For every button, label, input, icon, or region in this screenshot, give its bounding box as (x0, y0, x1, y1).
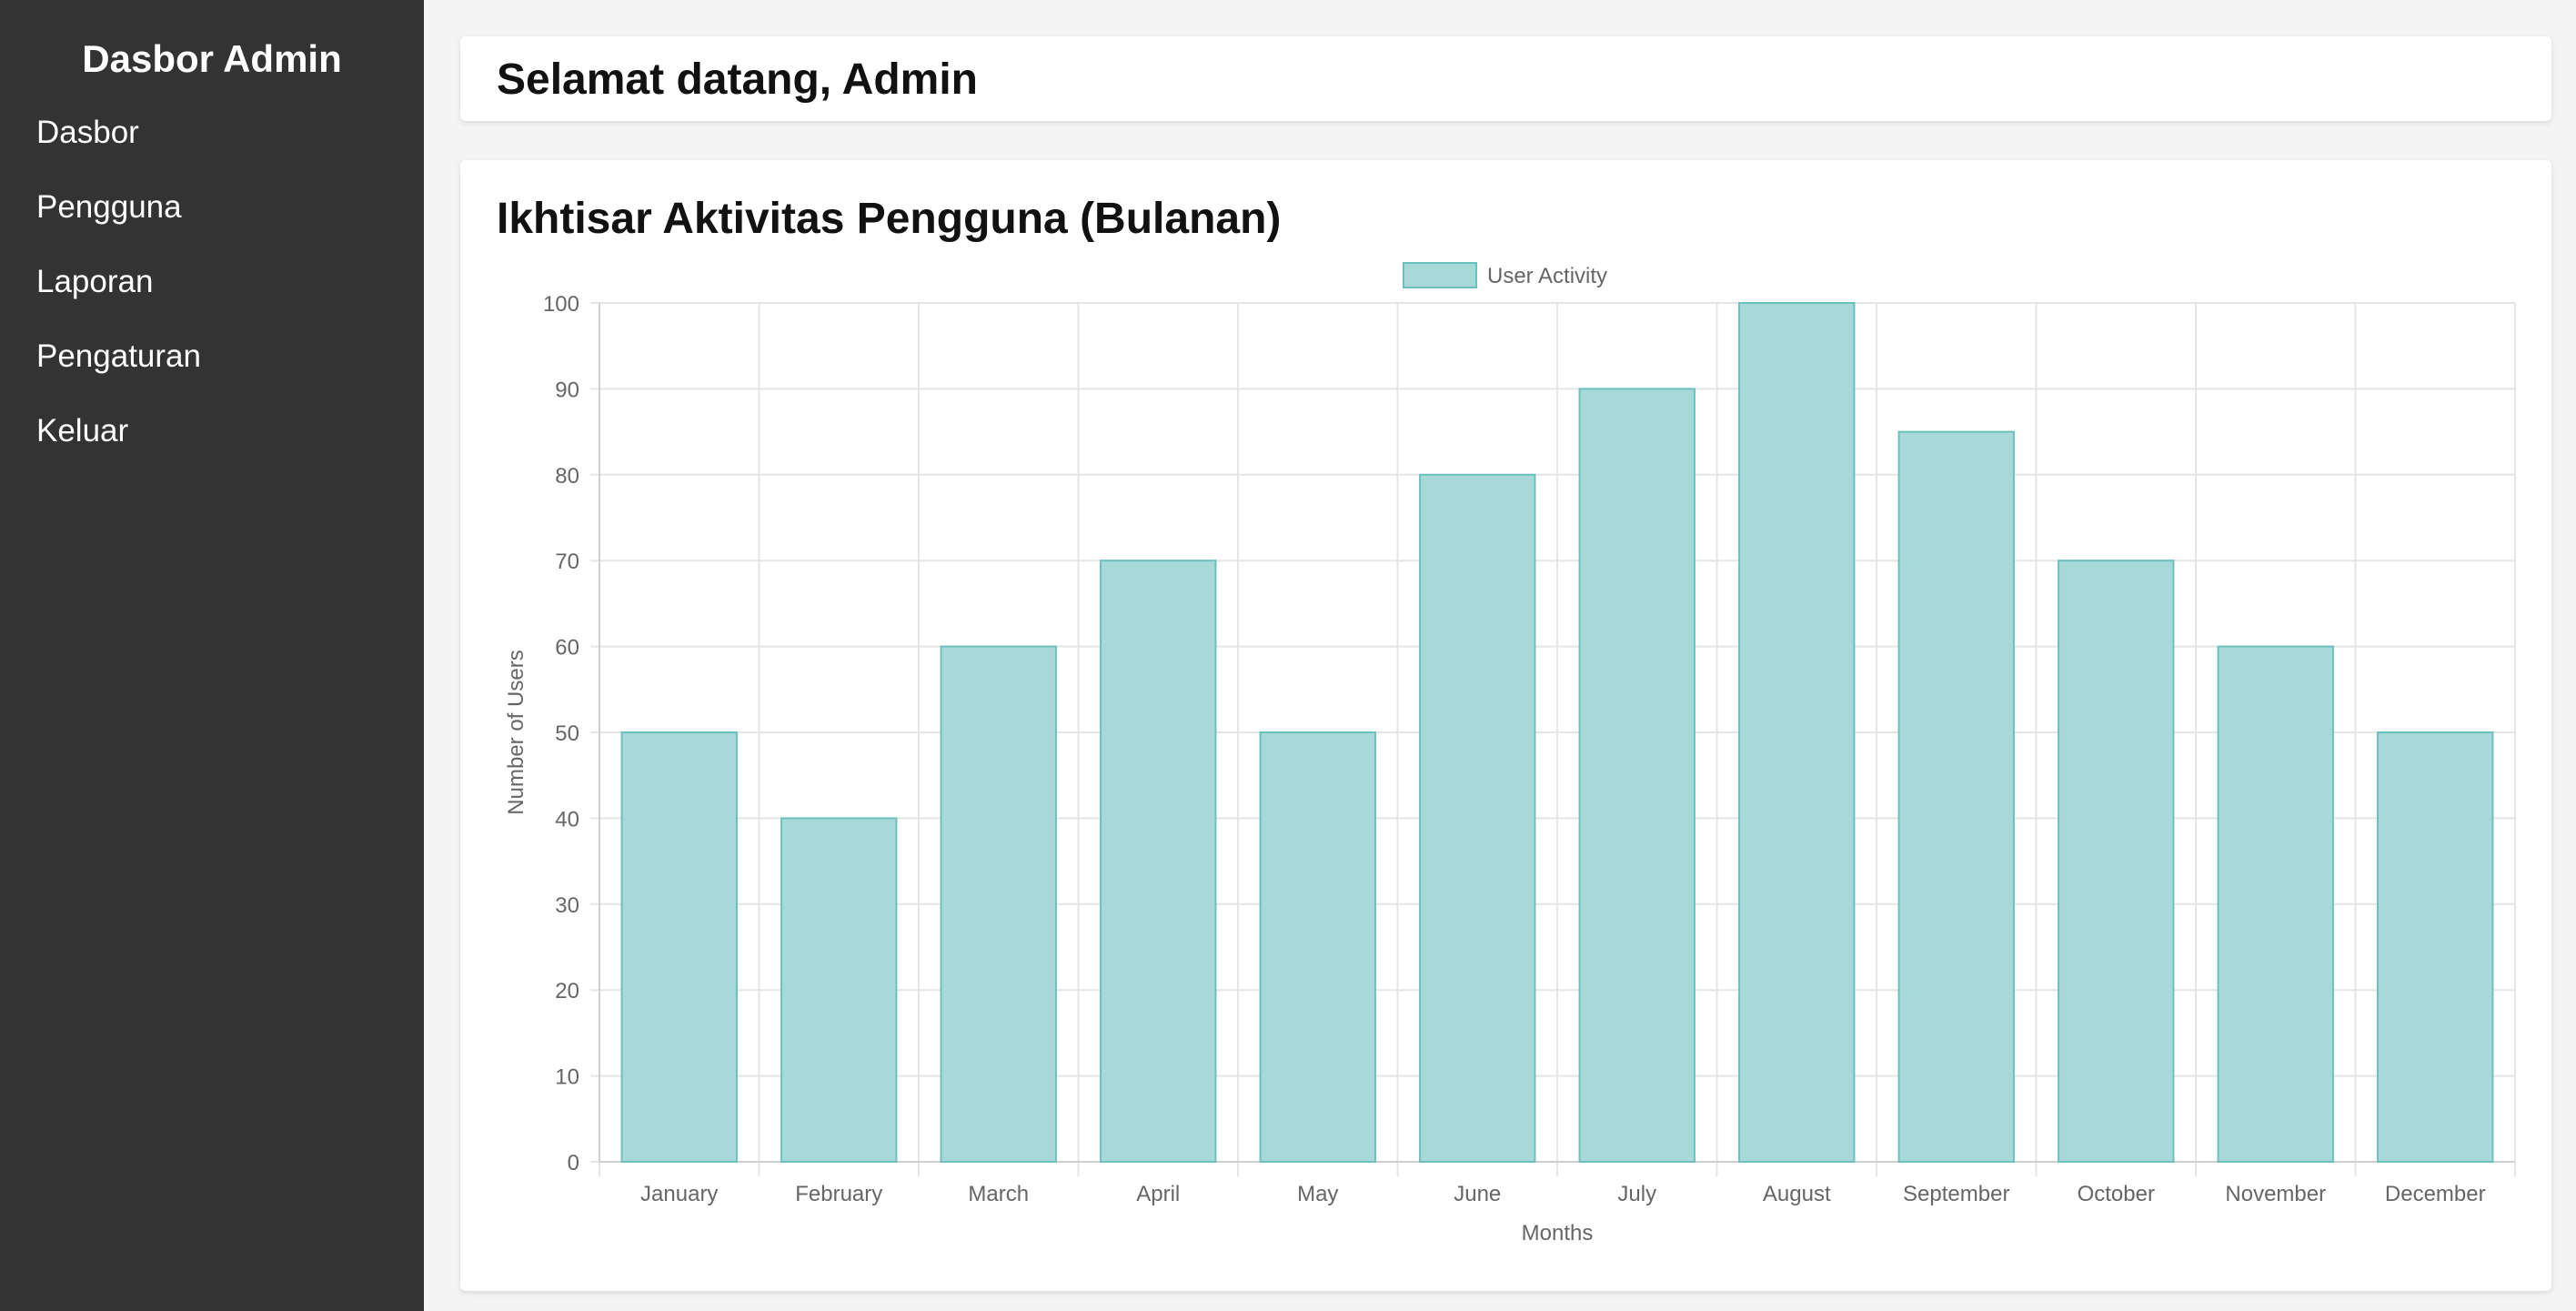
legend-swatch (1403, 262, 1477, 288)
bar-august (1738, 302, 1856, 1163)
bar-february (780, 817, 898, 1164)
user-activity-chart: 0 10 20 30 40 50 60 70 80 90 100 January February Mar… (504, 262, 2516, 1245)
y-tick-label: 60 (555, 636, 579, 661)
bar-november (2217, 645, 2334, 1163)
x-tick-label: October (2078, 1182, 2155, 1206)
bar-september (1897, 430, 2015, 1164)
x-tick-label: September (1903, 1182, 2009, 1206)
y-tick-label: 10 (555, 1065, 579, 1090)
y-tick-label: 0 (568, 1151, 579, 1175)
sidebar-nav: Dasbor Pengguna Laporan Pengaturan Kelua… (36, 115, 201, 488)
sidebar-title: Dasbor Admin (82, 37, 342, 80)
y-tick-label: 70 (555, 550, 579, 574)
x-tick-label: April (1136, 1182, 1180, 1206)
y-tick-label: 30 (555, 893, 579, 918)
bar-may (1259, 731, 1376, 1163)
bar-april (1100, 560, 1217, 1163)
bar-march (940, 645, 1057, 1163)
bar-january (620, 731, 738, 1163)
y-tick-label: 100 (543, 292, 579, 317)
legend-label: User Activity (1487, 264, 1607, 288)
x-tick-label: February (795, 1182, 882, 1206)
x-tick-label: May (1297, 1182, 1338, 1206)
chart-card: Ikhtisar Aktivitas Pengguna (Bulanan) 0 1… (460, 160, 2551, 1291)
bar-october (2058, 560, 2175, 1163)
sidebar-item-pengaturan[interactable]: Pengaturan (36, 338, 201, 374)
x-tick-label: January (640, 1182, 718, 1206)
x-tick-label: June (1454, 1182, 1501, 1206)
sidebar-item-laporan[interactable]: Laporan (36, 264, 154, 299)
y-tick-label: 90 (555, 378, 579, 402)
bar-december (2377, 731, 2494, 1163)
y-axis-title: Number of Users (504, 650, 528, 814)
y-tick-label: 50 (555, 721, 579, 746)
sidebar-item-pengguna[interactable]: Pengguna (36, 189, 182, 225)
bar-june (1419, 473, 1536, 1163)
x-tick-label: August (1763, 1182, 1831, 1206)
x-axis-title: Months (1522, 1221, 1594, 1245)
y-tick-label: 40 (555, 807, 579, 832)
x-tick-label: March (968, 1182, 1029, 1206)
bar-july (1578, 388, 1696, 1163)
sidebar: Dasbor Admin Dasbor Pengguna Laporan Pen… (0, 0, 424, 1311)
sidebar-item-dasbor[interactable]: Dasbor (36, 115, 139, 150)
y-tick-label: 20 (555, 979, 579, 1003)
y-tick-label: 80 (555, 464, 579, 489)
sidebar-item-keluar[interactable]: Keluar (36, 413, 129, 449)
x-tick-label: November (2225, 1182, 2326, 1206)
header-card: Selamat datang, Admin (460, 36, 2551, 121)
x-tick-label: December (2385, 1182, 2486, 1206)
chart-title: Ikhtisar Aktivitas Pengguna (Bulanan) (497, 195, 1282, 243)
page-title: Selamat datang, Admin (497, 55, 978, 104)
x-tick-label: July (1617, 1182, 1656, 1206)
